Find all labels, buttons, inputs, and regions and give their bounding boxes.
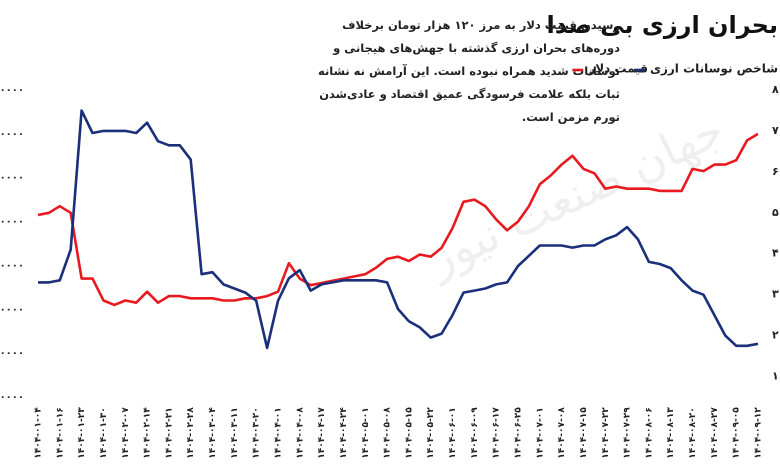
data-line [37,132,759,307]
legend-label: شاخص نوسانات ارزی [650,62,778,77]
y2-tick-label: ۸ [772,83,779,96]
x-tick-label: ۱۴۰۴-۰۸-۲۷ [710,407,720,459]
x-tick-label: ۱۴۰۴-۰۷-۰۸ [557,407,567,459]
x-tick-label: ۱۴۰۴-۰۶-۰۹ [470,407,480,459]
y-tick-label: ۱۰۰۰۰۰ [0,217,24,228]
x-tick-label: ۱۴۰۴-۰۱-۲۳ [77,407,87,459]
watermark: جهان صنعت نیوز [418,102,733,288]
x-tick-label: ۱۴۰۴-۰۳-۰۴ [208,407,218,459]
x-tick-label: ۱۴۰۴-۰۱-۰۴ [34,407,44,459]
x-tick-label: ۱۴۰۴-۰۶-۰۱ [448,407,458,458]
x-tick-label: ۱۴۰۴-۰۴-۰۸ [295,407,305,459]
y2-tick-label: ۴ [772,247,779,260]
x-tick-label: ۱۴۰۴-۰۳-۲۰ [252,407,262,458]
x-tick-label: ۱۴۰۴-۰۷-۲۹ [623,407,633,459]
x-tick-label: ۱۴۰۴-۰۴-۱۷ [317,407,327,459]
x-tick-label: ۱۴۰۴-۰۵-۰۱ [361,407,371,458]
y-tick-label: ۱۳۰۰۰۰ [0,85,24,96]
x-tick-label: ۱۴۰۴-۰۲-۲۸ [186,407,196,459]
subtitle: رسیدن قیمت دلار به مرز ۱۲۰ هزار تومان بر… [318,18,620,124]
x-tick-label: ۱۴۰۴-۰۸-۲۰ [688,407,698,458]
y2-tick-label: ۱ [772,370,779,383]
y2-tick-label: ۲ [772,329,779,342]
chart-title: بحران ارزی بی صدا [547,11,778,39]
x-tick-label: ۱۴۰۴-۰۸-۰۶ [644,407,654,458]
y-tick-label: ۷۰۰۰۰ [0,348,24,359]
x-tick-label: ۱۴۰۴-۰۱-۳۰ [99,407,109,458]
y2-tick-label: ۳ [772,288,779,301]
y2-tick-label: ۷ [772,124,779,137]
y-tick-label: ۶۰۰۰۰ [0,392,24,403]
x-tick-label: ۱۴۰۴-۰۸-۱۳ [666,407,676,459]
x-tick-label: ۱۴۰۴-۰۴-۲۴ [339,407,349,459]
legend-label: قیمت دلار [587,62,648,76]
y-tick-label: ۸۰۰۰۰ [0,304,24,315]
y2-tick-label: ۵ [772,206,779,219]
x-tick-label: ۱۴۰۴-۰۷-۱۵ [579,407,589,459]
y-tick-label: ۹۰۰۰۰ [0,260,24,271]
x-tick-label: ۱۴۰۴-۰۵-۱۵ [404,407,414,459]
x-tick-label: ۱۴۰۴-۰۶-۲۵ [514,407,524,459]
x-tick-label: ۱۴۰۴-۰۲-۰۷ [121,407,131,459]
x-tick-label: ۱۴۰۴-۰۶-۱۷ [492,407,502,459]
x-tick-label: ۱۴۰۴-۰۷-۰۱ [535,407,545,458]
x-tick-label: ۱۴۰۴-۰۱-۱۶ [55,407,65,458]
x-tick-label: ۱۴۰۴-۰۵-۲۲ [426,407,436,459]
x-tick-label: ۱۴۰۴-۰۲-۲۱ [164,407,174,458]
y-tick-label: ۱۲۰۰۰۰ [0,129,24,140]
y-tick-label: ۱۱۰۰۰۰ [0,173,24,184]
x-tick-label: ۱۴۰۴-۰۹-۰۵ [732,407,742,459]
x-tick-label: ۱۴۰۴-۰۲-۱۴ [143,407,153,459]
x-tick-label: ۱۴۰۴-۰۹-۱۲ [754,407,764,459]
x-tick-label: ۱۴۰۴-۰۴-۰۱ [274,407,284,458]
x-tick-label: ۱۴۰۴-۰۵-۰۸ [383,407,393,459]
x-tick-label: ۱۴۰۴-۰۳-۱۱ [230,407,240,458]
y2-tick-label: ۶ [772,165,779,178]
data-line [38,109,759,350]
x-tick-label: ۱۴۰۴-۰۷-۲۲ [601,407,611,459]
